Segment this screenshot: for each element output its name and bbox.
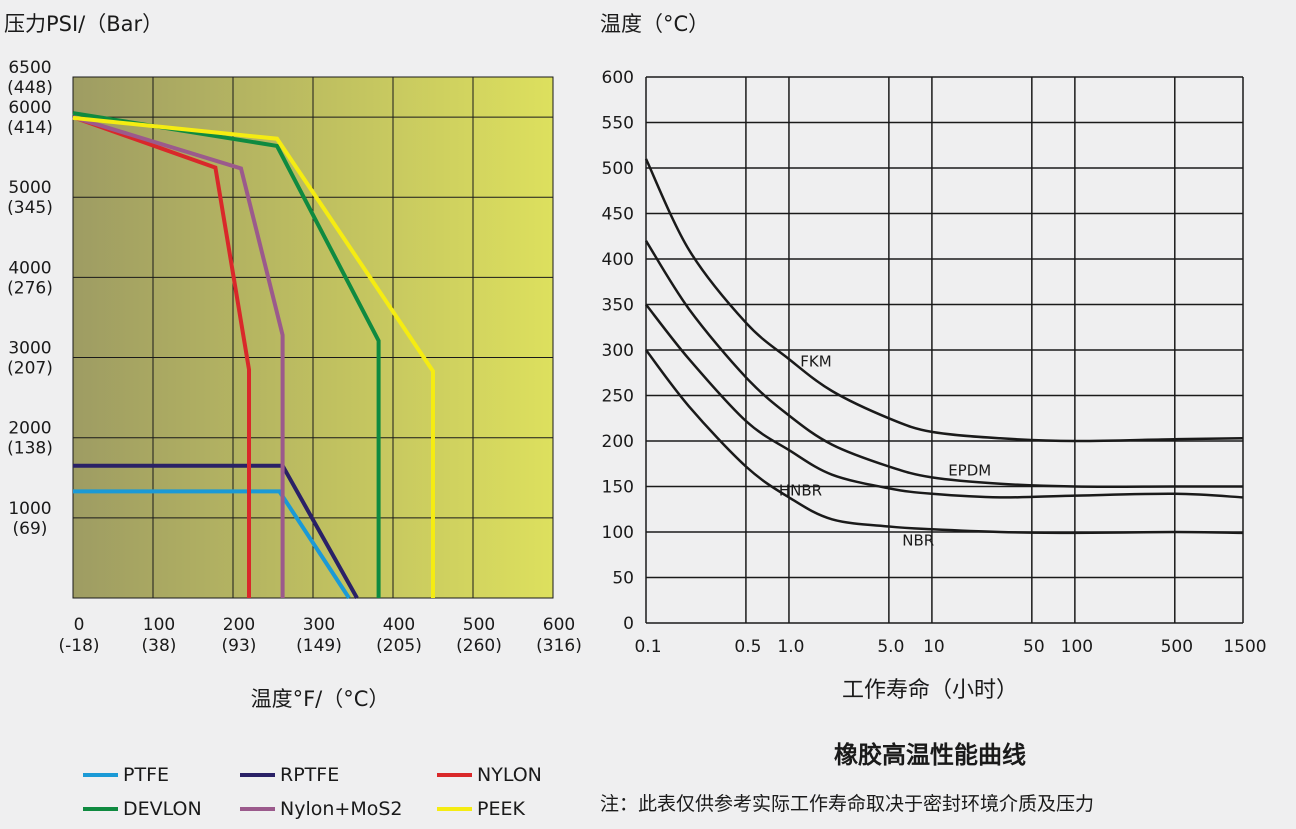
x-tick-label: 100 <box>143 615 175 635</box>
y-tick-label-bar: (276) <box>7 278 53 298</box>
x-tick-label-celsius: (38) <box>142 636 177 656</box>
y-tick-label: 350 <box>602 296 634 316</box>
y-tick-label: 250 <box>602 387 634 407</box>
y-tick-label: 50 <box>612 569 634 589</box>
legend-item: Nylon+MoS2 <box>240 798 403 820</box>
y-tick-label-bar: (414) <box>7 118 53 138</box>
y-tick-label-bar: (69) <box>13 519 48 539</box>
x-tick-label-celsius: (205) <box>376 636 422 656</box>
plot-border <box>72 76 554 599</box>
x-tick-label-celsius: (260) <box>456 636 502 656</box>
x-tick-label: 400 <box>383 615 415 635</box>
y-tick-label: 400 <box>602 250 634 270</box>
y-axis-title: 压力PSI/（Bar） <box>4 12 163 36</box>
pressure-temperature-chart: 1000(69)2000(138)3000(207)4000(276)5000(… <box>4 12 582 820</box>
x-tick-label: 100 <box>1061 637 1093 657</box>
x-tick-label: 500 <box>463 615 495 635</box>
series-line-nylon-mos2 <box>72 115 285 598</box>
y-tick-label: 150 <box>602 478 634 498</box>
x-tick-label: 0.5 <box>734 637 761 657</box>
y-tick-label: 6500 <box>8 58 51 78</box>
x-tick-label: 10 <box>923 637 945 657</box>
y-tick-label-bar: (448) <box>7 78 53 98</box>
chart-title: 橡胶高温性能曲线 <box>834 741 1026 769</box>
y-tick-label: 2000 <box>8 419 51 439</box>
x-tick-label: 50 <box>1023 637 1045 657</box>
x-axis-title: 温度°F/（°C） <box>251 687 390 711</box>
x-tick-label-celsius: (93) <box>222 636 257 656</box>
legend-item: RPTFE <box>240 764 339 786</box>
y-axis-title: 温度（°C） <box>600 12 709 36</box>
x-tick-label-celsius: (149) <box>296 636 342 656</box>
rubber-life-chart: 0 50 100 150 200 250 300 350 400 450 500 550 600 0.1 0… <box>600 12 1267 815</box>
x-tick-label: 0 <box>74 615 85 635</box>
series-line-ptfe <box>73 489 351 600</box>
legend-label: PEEK <box>477 798 525 820</box>
y-tick-label-bar: (207) <box>7 359 53 379</box>
y-tick-label: 0 <box>623 614 634 634</box>
y-tick-label: 6000 <box>8 98 51 118</box>
footnote: 注：此表仅供参考实际工作寿命取决于密封环境介质及压力 <box>600 793 1094 815</box>
y-tick-label-bar: (138) <box>7 439 53 459</box>
legend-label: NYLON <box>477 764 542 786</box>
legend-item: NYLON <box>437 764 542 786</box>
legend-label: PTFE <box>123 764 169 786</box>
y-tick-label: 500 <box>602 159 634 179</box>
x-axis-title: 工作寿命（小时） <box>842 678 1018 703</box>
x-tick-label: 1500 <box>1223 637 1266 657</box>
y-tick-label: 450 <box>602 205 634 225</box>
y-tick-label: 550 <box>602 114 634 134</box>
y-tick-label: 4000 <box>8 258 51 278</box>
series-line-nylon <box>72 115 251 598</box>
y-tick-label: 100 <box>602 523 634 543</box>
series-line-peek <box>72 115 435 598</box>
y-tick-label: 600 <box>602 68 634 88</box>
x-tick-label: 1.0 <box>777 637 804 657</box>
x-tick-label: 500 <box>1161 637 1193 657</box>
legend-item: PTFE <box>83 764 169 786</box>
curve-fkm <box>644 158 1244 443</box>
curve-hnbr <box>645 303 1244 499</box>
y-tick-label: 1000 <box>8 499 51 519</box>
curve-epdm <box>644 240 1243 488</box>
x-tick-label: 600 <box>543 615 575 635</box>
curve-label-nbr: NBR <box>902 532 934 550</box>
x-tick-label-celsius: (316) <box>536 636 582 656</box>
x-tick-label: 5.0 <box>877 637 904 657</box>
x-tick-label: 200 <box>223 615 255 635</box>
x-tick-label-celsius: (-18) <box>58 636 99 656</box>
y-tick-label-bar: (345) <box>7 198 53 218</box>
curve-nbr <box>645 349 1244 535</box>
y-tick-label: 5000 <box>8 178 51 198</box>
y-tick-label: 300 <box>602 341 634 361</box>
y-tick-label: 3000 <box>8 339 51 359</box>
legend-item: PEEK <box>437 798 525 820</box>
y-tick-label: 200 <box>602 432 634 452</box>
x-tick-label: 300 <box>303 615 335 635</box>
x-tick-label: 0.1 <box>634 637 661 657</box>
curve-label-fkm: FKM <box>800 352 831 370</box>
legend-label: RPTFE <box>280 764 339 786</box>
legend-label: Nylon+MoS2 <box>280 798 403 820</box>
legend-label: DEVLON <box>123 798 202 820</box>
curve-label-epdm: EPDM <box>948 462 991 480</box>
legend-item: DEVLON <box>83 798 202 820</box>
curve-label-hnbr: HNBR <box>779 482 822 500</box>
